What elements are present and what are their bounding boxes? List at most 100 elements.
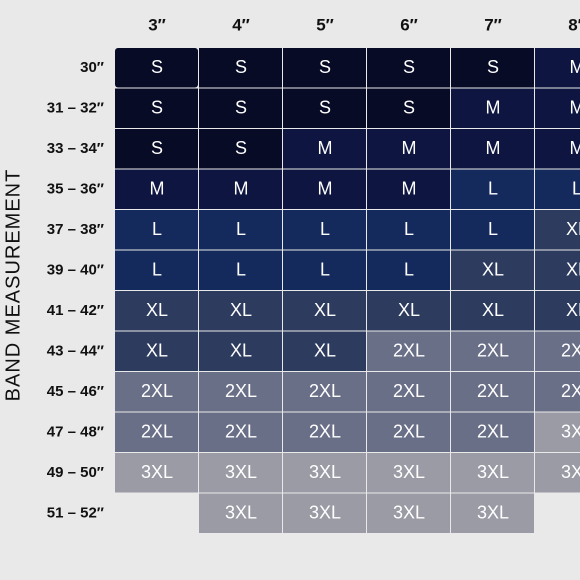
size-label: L [572,179,580,199]
size-cell [451,412,534,452]
size-cell [199,493,282,533]
size-label: S [487,57,499,77]
size-cell [115,291,198,331]
size-label: S [235,98,247,118]
size-label: XL [482,300,504,320]
column-header: 3″ [148,15,166,34]
size-cell [367,453,450,493]
size-cell [535,88,580,128]
size-cell [535,210,580,250]
size-cell [367,129,450,169]
size-cell [451,453,534,493]
row-label: 33 – 34″ [47,140,104,157]
row-label: 39 – 40″ [47,262,104,279]
size-cell [199,412,282,452]
size-label: S [235,57,247,77]
row-label: 31 – 32″ [47,100,104,117]
size-label: S [319,57,331,77]
size-cell [115,88,198,128]
column-header: 4″ [232,15,250,34]
size-cell [283,331,366,371]
size-cell [535,453,580,493]
size-cell [283,412,366,452]
column-header: 5″ [316,15,334,34]
size-cell [199,210,282,250]
size-label: 3XL [141,462,173,482]
row-label: 37 – 38″ [47,221,104,238]
size-cell [451,210,534,250]
axis-label: BAND MEASUREMENT [2,169,24,402]
size-cell [283,453,366,493]
size-label: L [236,260,246,280]
size-label: M [318,138,333,158]
size-label: 2XL [309,381,341,401]
size-label: 3XL [477,503,509,523]
size-cell [199,129,282,169]
size-label: XL [146,300,168,320]
size-cell [367,48,450,88]
size-cell [367,493,450,533]
size-label: S [235,138,247,158]
size-label: S [151,98,163,118]
size-cell [115,210,198,250]
size-label: 3XL [225,462,257,482]
size-label: L [152,219,162,239]
size-cell [199,250,282,290]
size-cell [535,48,580,88]
row-label: 45 – 46″ [47,383,104,400]
size-label: 2XL [477,381,509,401]
size-label: 3XL [309,503,341,523]
size-cell [199,331,282,371]
size-cell [367,250,450,290]
size-label: M [570,138,580,158]
size-label: M [318,179,333,199]
size-label: M [486,98,501,118]
size-label: 2XL [561,341,580,361]
size-cell [367,88,450,128]
size-cell [367,169,450,209]
size-cell [283,372,366,412]
size-cell [535,169,580,209]
size-cell [283,250,366,290]
column-header: 8″ [568,15,580,34]
size-cell [283,493,366,533]
size-cell [283,88,366,128]
size-label: XL [314,341,336,361]
size-cell [283,291,366,331]
size-label: 2XL [393,381,425,401]
size-cell [451,331,534,371]
size-label: 2XL [477,341,509,361]
column-header: 7″ [484,15,502,34]
size-label: M [402,138,417,158]
size-cell [367,210,450,250]
size-label: M [570,98,580,118]
size-label: M [402,179,417,199]
size-label: S [319,98,331,118]
size-cell [535,372,580,412]
size-label: M [234,179,249,199]
size-cell [115,129,198,169]
row-label: 49 – 50″ [47,464,104,481]
size-cell [115,372,198,412]
size-cell [199,88,282,128]
size-label: 2XL [141,381,173,401]
size-cell [115,412,198,452]
size-cell [451,493,534,533]
row-label: 51 – 52″ [47,505,104,522]
size-label: XL [566,300,580,320]
size-label: 2XL [393,422,425,442]
size-label: S [403,57,415,77]
size-label: 2XL [393,341,425,361]
size-label: 2XL [225,422,257,442]
size-label: 3XL [393,462,425,482]
size-label: XL [314,300,336,320]
size-label: L [152,260,162,280]
row-label: 43 – 44″ [47,343,104,360]
row-label: 47 – 48″ [47,424,104,441]
size-label: 2XL [141,422,173,442]
size-cell [199,169,282,209]
size-label: XL [398,300,420,320]
size-cell [451,129,534,169]
size-label: L [488,219,498,239]
size-cell [451,88,534,128]
